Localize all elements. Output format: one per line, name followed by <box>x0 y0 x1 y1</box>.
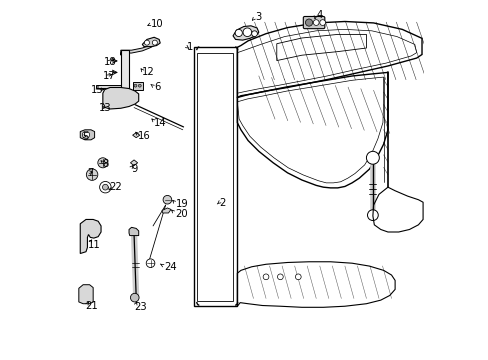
Text: 1: 1 <box>186 42 192 51</box>
Circle shape <box>163 195 171 204</box>
Text: 15: 15 <box>91 85 104 95</box>
Text: 12: 12 <box>142 67 155 77</box>
Text: 20: 20 <box>175 209 188 219</box>
Text: 17: 17 <box>102 71 115 81</box>
Circle shape <box>138 84 141 87</box>
Text: 11: 11 <box>88 239 101 249</box>
Polygon shape <box>102 87 139 109</box>
Polygon shape <box>80 130 94 140</box>
Polygon shape <box>142 37 160 46</box>
Text: 2: 2 <box>219 198 225 208</box>
Circle shape <box>277 274 283 280</box>
Circle shape <box>102 184 108 190</box>
Polygon shape <box>96 85 129 88</box>
Circle shape <box>100 181 111 193</box>
Polygon shape <box>233 26 258 40</box>
Text: 13: 13 <box>99 103 111 113</box>
Circle shape <box>86 169 98 180</box>
Circle shape <box>146 259 155 267</box>
Circle shape <box>251 31 257 37</box>
Text: 4: 4 <box>316 10 322 20</box>
Text: 5: 5 <box>82 132 89 142</box>
Text: 24: 24 <box>163 262 176 272</box>
Text: 3: 3 <box>255 12 261 22</box>
Text: 8: 8 <box>102 159 109 169</box>
Text: 10: 10 <box>150 19 163 29</box>
Circle shape <box>152 40 157 45</box>
Circle shape <box>263 274 268 280</box>
Circle shape <box>319 20 325 26</box>
FancyBboxPatch shape <box>132 82 143 90</box>
Text: 6: 6 <box>154 82 160 92</box>
Text: 19: 19 <box>176 199 189 210</box>
Polygon shape <box>121 50 129 105</box>
Polygon shape <box>162 208 171 213</box>
Polygon shape <box>132 133 140 138</box>
Polygon shape <box>80 220 101 253</box>
Circle shape <box>98 158 108 168</box>
Circle shape <box>367 210 378 221</box>
FancyBboxPatch shape <box>303 17 324 29</box>
Polygon shape <box>129 227 139 235</box>
Circle shape <box>313 20 319 26</box>
Text: 23: 23 <box>134 302 146 312</box>
Circle shape <box>82 131 89 138</box>
Text: 9: 9 <box>131 164 138 174</box>
Circle shape <box>130 293 139 302</box>
Text: 16: 16 <box>137 131 150 141</box>
Polygon shape <box>130 160 137 166</box>
Text: 22: 22 <box>109 182 122 192</box>
Circle shape <box>144 40 149 45</box>
Circle shape <box>305 19 312 26</box>
Circle shape <box>295 274 301 280</box>
Polygon shape <box>121 42 156 55</box>
Circle shape <box>243 28 251 37</box>
Polygon shape <box>79 285 93 304</box>
Text: 18: 18 <box>104 57 116 67</box>
Text: 7: 7 <box>86 168 93 178</box>
Circle shape <box>366 151 379 164</box>
Circle shape <box>134 84 137 87</box>
Text: 14: 14 <box>154 118 166 128</box>
Text: 21: 21 <box>85 301 98 311</box>
Circle shape <box>235 30 242 37</box>
